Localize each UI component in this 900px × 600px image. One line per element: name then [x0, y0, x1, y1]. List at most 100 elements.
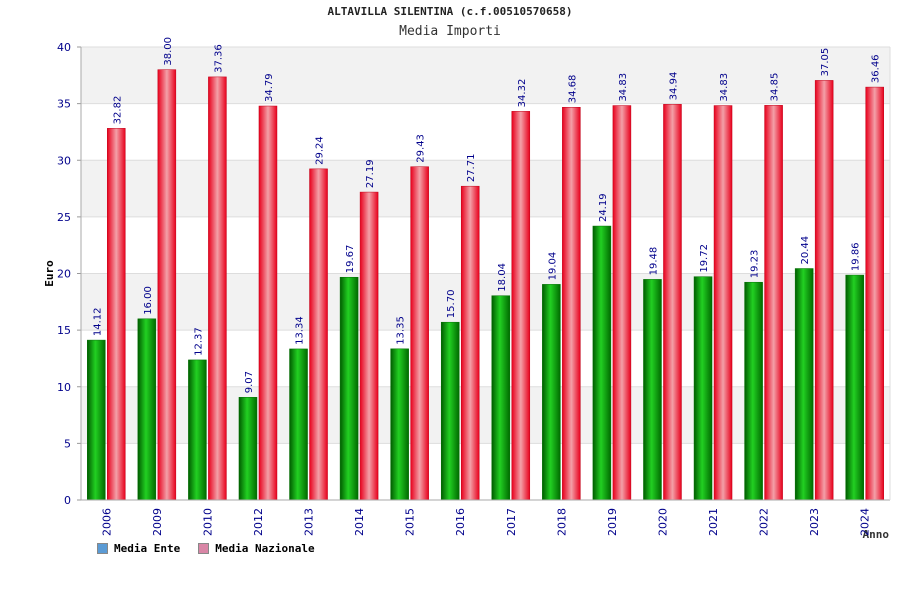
data-label: 29.24	[315, 136, 326, 165]
data-label: 19.67	[345, 245, 356, 274]
bar-media-nazionale	[713, 105, 733, 501]
data-label: 19.23	[750, 250, 761, 279]
data-label: 9.07	[244, 371, 255, 393]
bars	[87, 69, 884, 501]
x-tick-label: 2017	[505, 508, 518, 536]
data-label: 13.35	[396, 316, 407, 345]
y-axis-title: Euro	[43, 260, 56, 287]
bar-media-ente	[289, 348, 308, 501]
legend-label: Media Ente	[114, 542, 181, 555]
data-label: 29.43	[416, 134, 427, 163]
data-label: 34.85	[770, 73, 781, 102]
x-tick-label: 2006	[100, 508, 113, 536]
bar-media-nazionale	[208, 76, 227, 501]
x-tick-label: 2013	[303, 508, 316, 536]
bar-media-ente	[643, 279, 662, 501]
x-tick-label: 2016	[454, 508, 467, 536]
bar-media-ente	[592, 225, 612, 501]
y-tick-label: 20	[57, 268, 71, 281]
bar-media-nazionale	[359, 191, 379, 501]
y-tick-label: 30	[57, 154, 71, 167]
bar-media-nazionale	[511, 111, 531, 501]
x-tick-label: 2019	[606, 508, 619, 536]
bar-media-ente	[238, 397, 258, 501]
y-tick-label: 25	[57, 211, 71, 224]
data-label: 37.05	[820, 48, 831, 77]
x-tick-label: 2018	[555, 508, 568, 536]
bar-media-ente	[390, 348, 409, 501]
x-tick-label: 2024	[859, 508, 872, 536]
data-label: 36.46	[871, 54, 882, 83]
bar-media-ente	[137, 318, 157, 501]
y-tick-label: 10	[57, 381, 71, 394]
bar-media-ente	[744, 281, 763, 501]
x-tick-label: 2015	[404, 508, 417, 536]
bar-media-nazionale	[663, 104, 682, 501]
bar-media-ente	[188, 359, 207, 501]
x-tick-label: 2009	[151, 508, 164, 536]
data-label: 12.37	[193, 327, 204, 356]
x-axis-title: Anno	[863, 528, 890, 541]
y-tick-label: 0	[64, 494, 71, 507]
bar-media-ente	[491, 295, 511, 501]
x-tick-label: 2012	[252, 508, 265, 536]
legend-item-nazionale: Media Nazionale	[198, 542, 315, 555]
bar-media-nazionale	[157, 69, 177, 501]
bar-media-ente	[845, 274, 864, 501]
bar-media-ente	[794, 268, 814, 501]
bar-media-ente	[542, 284, 561, 501]
data-label: 34.83	[719, 73, 730, 102]
bar-media-ente	[339, 276, 359, 501]
data-label: 15.70	[446, 290, 457, 319]
x-tick-label: 2022	[758, 508, 771, 536]
legend-item-ente: Media Ente	[97, 542, 180, 555]
chart-title: ALTAVILLA SILENTINA (c.f.00510570658)	[327, 5, 573, 18]
x-tick-label: 2014	[353, 508, 366, 536]
bar-media-nazionale	[814, 80, 834, 501]
y-tick-label: 5	[64, 437, 71, 450]
data-label: 34.94	[668, 72, 679, 101]
data-label: 19.04	[547, 252, 558, 281]
legend-label: Media Nazionale	[215, 542, 315, 555]
bar-media-nazionale	[764, 105, 783, 501]
data-label: 16.00	[143, 286, 154, 315]
legend-swatch	[198, 543, 210, 554]
data-label: 19.48	[648, 247, 659, 276]
legend: Media Ente Media Nazionale	[97, 542, 315, 555]
data-label: 27.19	[365, 159, 376, 188]
data-label: 19.86	[851, 242, 862, 271]
legend-swatch	[97, 543, 108, 554]
data-label: 20.44	[800, 236, 811, 265]
axes: 0 5 10 15 20 25 30 35 40 Euro Anno 2006 2009 2010 2012…	[43, 41, 891, 541]
data-label: 38.00	[163, 37, 174, 66]
data-label: 18.04	[497, 263, 508, 292]
y-tick-label: 15	[57, 324, 71, 337]
bar-media-nazionale	[309, 168, 328, 501]
bar-media-ente	[440, 321, 460, 501]
x-tick-label: 2010	[201, 508, 214, 536]
data-label: 34.83	[618, 73, 629, 102]
bar-media-nazionale	[460, 185, 480, 501]
bar-media-nazionale	[865, 86, 884, 501]
data-label: 19.72	[699, 244, 710, 273]
chart-subtitle: Media Importi	[399, 24, 501, 39]
data-label: 27.71	[466, 154, 477, 183]
bar-media-nazionale	[410, 166, 429, 501]
x-tick-label: 2020	[656, 508, 669, 536]
bar-media-nazionale	[612, 105, 632, 501]
bar-media-nazionale	[107, 128, 126, 501]
bar-media-nazionale	[562, 106, 581, 501]
data-label: 14.12	[92, 307, 103, 336]
y-tick-label: 35	[57, 98, 71, 111]
bar-media-ente	[87, 339, 106, 501]
x-tick-label: 2021	[707, 508, 720, 536]
x-tick-label: 2023	[808, 508, 821, 536]
data-label: 34.32	[517, 79, 528, 108]
y-tick-label: 40	[57, 41, 71, 54]
data-label: 32.82	[112, 96, 123, 125]
data-label: 37.36	[213, 44, 224, 73]
data-labels: 14.12 32.82 16.00 38.00 12.37 37.36 9.07 34.79 1…	[92, 37, 881, 393]
data-label: 34.79	[264, 73, 275, 102]
data-label: 34.68	[567, 75, 578, 104]
